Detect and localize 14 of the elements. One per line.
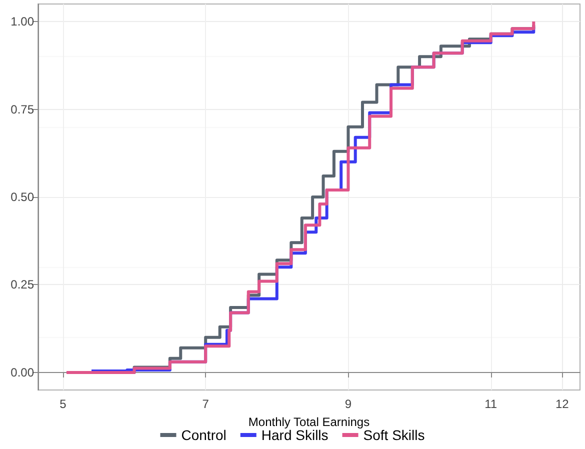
x-axis-title: Monthly Total Earnings bbox=[248, 415, 370, 429]
y-tick-label: 1.00 bbox=[10, 14, 34, 29]
x-tick-label: 5 bbox=[60, 397, 67, 411]
x-tick-label: 9 bbox=[344, 397, 352, 411]
x-tick-label: 7 bbox=[202, 397, 210, 411]
y-tick-label: 0.50 bbox=[10, 190, 34, 204]
x-tick-label: 11 bbox=[484, 397, 498, 411]
legend-label: Control bbox=[181, 427, 226, 443]
x-tick-label: 12 bbox=[555, 397, 570, 411]
legend-label: Soft Skills bbox=[363, 427, 425, 443]
y-tick-label: 0.25 bbox=[10, 278, 34, 292]
legend-label: Hard Skills bbox=[261, 427, 328, 443]
y-tick-label: 0.75 bbox=[10, 102, 34, 116]
y-tick-label: 0.00 bbox=[10, 365, 34, 380]
